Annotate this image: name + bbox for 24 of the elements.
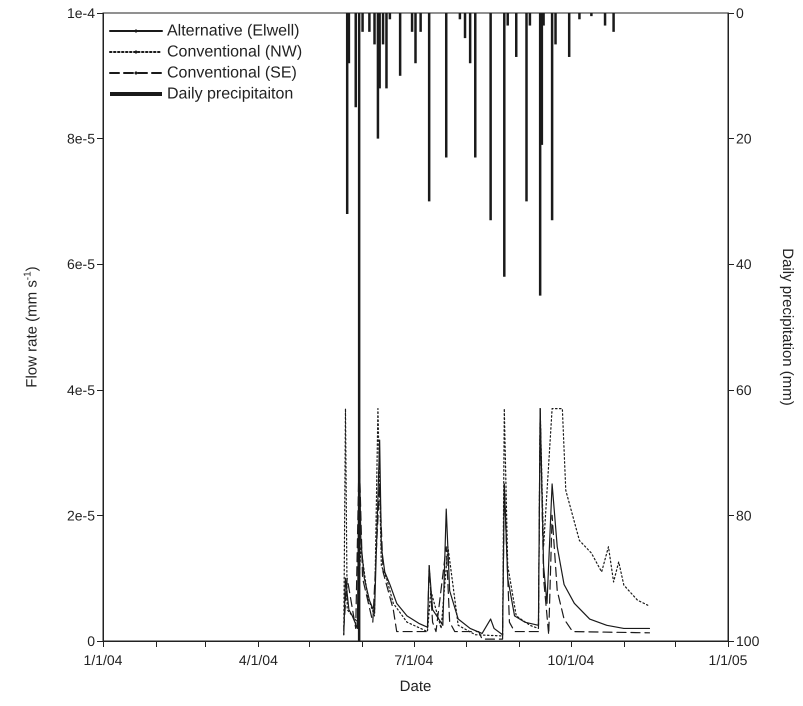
- y2-tick-label: 20: [736, 130, 752, 147]
- x-axis-title: Date: [400, 678, 432, 695]
- x-tick-label: 7/1/04: [394, 652, 434, 668]
- y-tick-label: 0: [87, 633, 96, 649]
- y-tick-label: 2e-5: [66, 507, 96, 524]
- y2-tick-label: 80: [736, 507, 752, 524]
- y-tick-label: 6e-5: [66, 256, 96, 272]
- y-tick-label: 4e-5: [66, 382, 96, 398]
- y2-tick-label: 100: [736, 633, 760, 649]
- legend-label: Daily precipitaiton: [167, 86, 294, 102]
- y2-axis-title: Daily precipitation (mm): [779, 248, 796, 406]
- y2-tick-label: 60: [736, 382, 752, 398]
- x-tick-label: 10/1/04: [548, 652, 594, 668]
- legend-label: Conventional (NW): [167, 44, 302, 60]
- x-tick-label: 1/1/04: [84, 652, 123, 668]
- legend-label: Conventional (SE): [167, 64, 297, 82]
- legend-label: Alternative (Elwell): [167, 22, 300, 40]
- x-tick-label: 1/1/05: [708, 652, 748, 668]
- y-axis-title: Flow rate (mm s-1): [22, 266, 40, 388]
- y-tick-label: 1e-4: [66, 5, 96, 21]
- y2-tick-label: 0: [736, 5, 744, 21]
- y2-tick-label: 40: [736, 256, 752, 272]
- x-tick-label: 4/1/04: [238, 652, 278, 668]
- y-tick-label: 8e-5: [66, 130, 96, 147]
